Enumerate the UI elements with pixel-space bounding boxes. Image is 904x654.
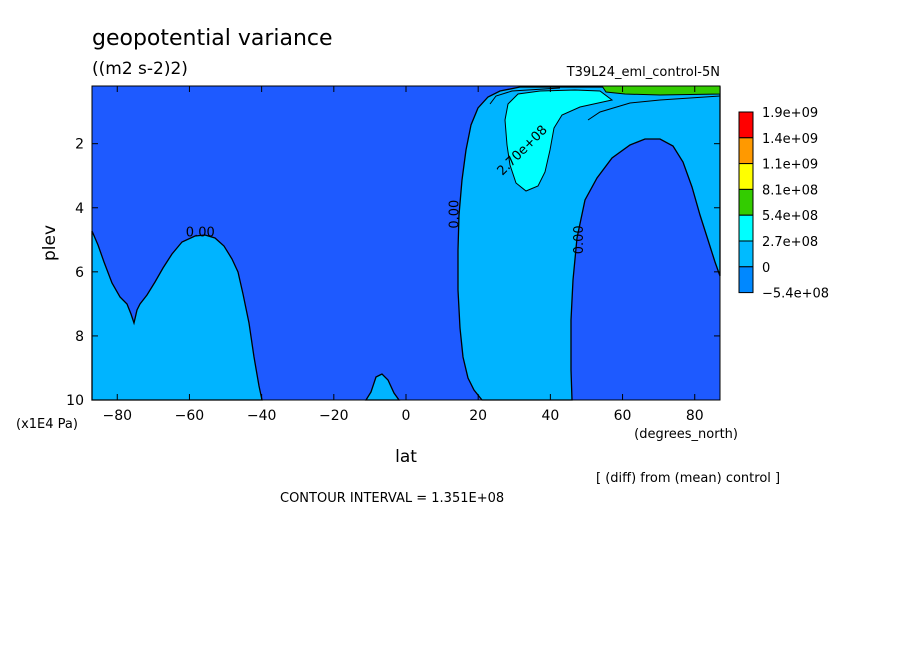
- legend-label: 2.7e+08: [762, 235, 818, 250]
- x-tick-label: 60: [614, 408, 632, 424]
- legend-swatch: [738, 163, 754, 190]
- region-5.4e8-to-8.1e8: [601, 85, 721, 96]
- legend-swatch: [738, 214, 754, 242]
- diff-note: [ (diff) from (mean) control ]: [596, 471, 780, 486]
- y-tick-label: 2: [75, 137, 84, 153]
- y-tick-label: 8: [75, 329, 84, 345]
- legend-label: 1.9e+09: [762, 106, 818, 121]
- y-axis-units: (x1E4 Pa): [16, 417, 78, 432]
- x-axis-units: (degrees_north): [634, 427, 738, 442]
- legend-swatch: [738, 188, 754, 216]
- contour-line-north-outer: [489, 87, 561, 105]
- legend-swatch: [738, 111, 754, 139]
- y-tick-label: 4: [75, 201, 84, 217]
- x-tick-label: −20: [319, 408, 349, 424]
- x-tick-label: −80: [102, 408, 132, 424]
- contour-label: 0.00: [186, 226, 215, 241]
- x-tick-label: 20: [469, 408, 487, 424]
- x-axis-label: lat: [395, 447, 417, 467]
- region-zero-to-2.7e8-equator: [364, 373, 401, 401]
- x-tick-label: −40: [247, 408, 277, 424]
- y-axis-label: plev: [40, 225, 60, 261]
- region-2.7e8-to-5.4e8: [504, 89, 614, 192]
- x-tick-label: 80: [686, 408, 704, 424]
- y-tick-label: 10: [66, 393, 84, 409]
- plot-area: [91, 85, 721, 401]
- legend-label: 1.1e+09: [762, 158, 818, 173]
- legend-swatch: [738, 240, 754, 268]
- run-label: T39L24_eml_control-5N: [566, 65, 720, 80]
- legend-swatch: [738, 137, 754, 165]
- legend-label: 0: [762, 261, 770, 276]
- x-tick-label: 0: [402, 408, 411, 424]
- chart-units: ((m2 s-2)2): [92, 59, 188, 79]
- legend-swatch: [738, 266, 754, 294]
- region-zero-to-2.7e8-south: [91, 230, 263, 401]
- x-tick-label: −60: [175, 408, 205, 424]
- legend-label: −5.4e+08: [762, 287, 829, 302]
- contour-label: 0.00: [572, 225, 587, 254]
- colorbar-legend: 1.9e+09 1.4e+09 1.1e+09 8.1e+08 5.4e+08 2.7e+…: [738, 106, 829, 302]
- contour-label: 0.00: [447, 200, 462, 229]
- legend-label: 8.1e+08: [762, 183, 818, 198]
- chart-title: geopotential variance: [92, 26, 333, 51]
- y-axis-ticks: 2 4 6 8 10: [66, 137, 720, 409]
- legend-label: 1.4e+09: [762, 132, 818, 147]
- y-tick-label: 6: [75, 265, 84, 281]
- contour-interval: CONTOUR INTERVAL = 1.351E+08: [280, 491, 504, 506]
- x-tick-label: 40: [541, 408, 559, 424]
- legend-label: 5.4e+08: [762, 209, 818, 224]
- x-axis-ticks: −80 −60 −40 −20 0 20 40 60 80: [102, 86, 704, 424]
- contour-line-north-inner: [587, 95, 721, 121]
